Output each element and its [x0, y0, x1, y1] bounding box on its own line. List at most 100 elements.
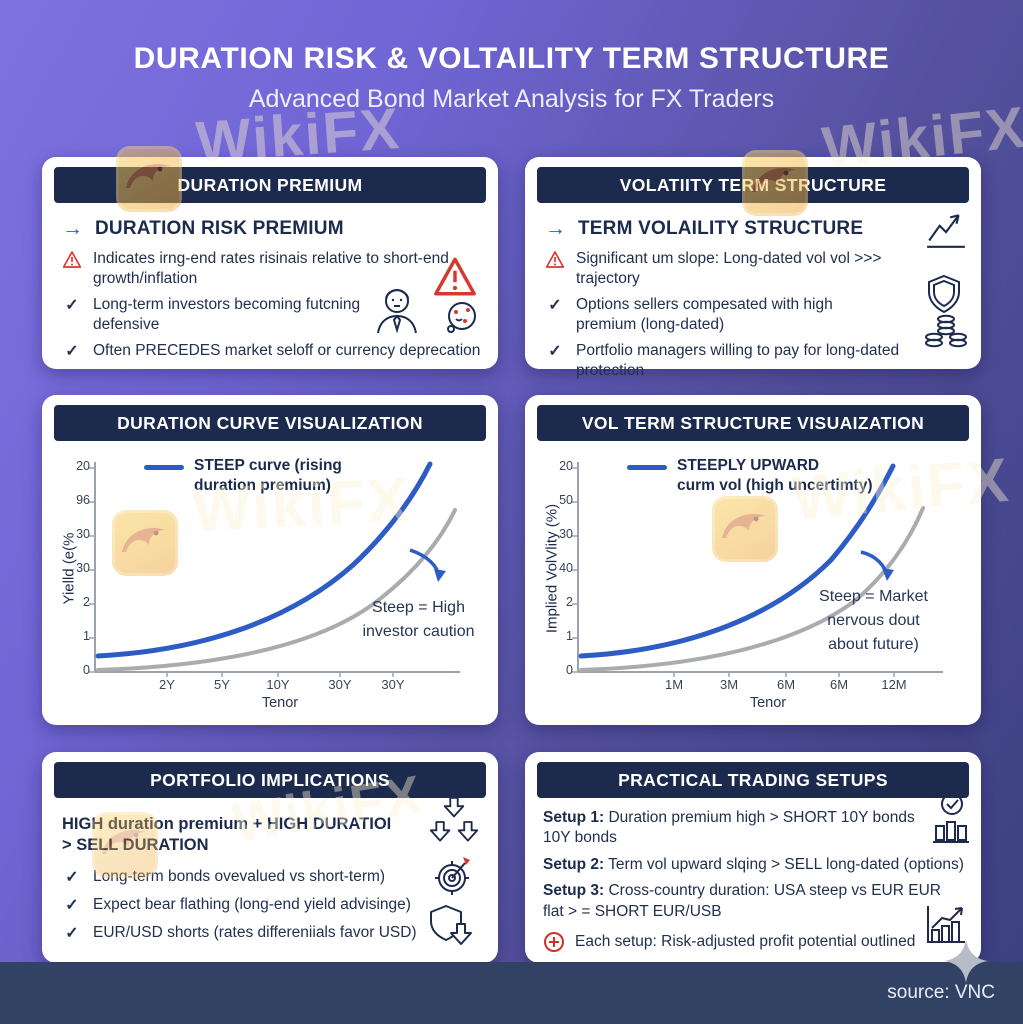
check-icon: ✓	[65, 925, 79, 943]
bullet-text: Expect bear flathing (long-end yield adv…	[93, 896, 411, 914]
y-axis-label: Yielld (e(%	[60, 532, 78, 605]
bullet-text: Indicates irng-end rates risinais relati…	[93, 250, 449, 287]
y-tick: 40	[559, 561, 573, 575]
y-tick: 0	[83, 663, 90, 677]
x-tick: 5Y	[214, 677, 230, 692]
legend-line-swatch	[144, 465, 184, 470]
y-tick: 30	[76, 561, 90, 575]
y-tick: 2	[83, 595, 90, 609]
trend-up-chart-icon	[925, 209, 967, 251]
y-axis-label: Implied VolVlity (%)	[543, 503, 561, 634]
vol-structure-headline: → TERM VOLAILITY STRUCTURE	[545, 217, 969, 241]
legend-line-2: curm vol (high uncertimty)	[677, 477, 873, 495]
shield-icon	[925, 273, 963, 315]
steep-curve	[95, 461, 433, 659]
headline-text: TERM VOLAILITY STRUCTURE	[578, 218, 864, 239]
page-subtitle: Advanced Bond Market Analysis for FX Tra…	[248, 85, 775, 113]
duration-premium-headline: → DURATION RISK PREMIUM	[62, 217, 486, 241]
legend-line-1: STEEP curve (rising	[194, 457, 342, 474]
bullet-text: Often PRECEDES market seloff or currency…	[93, 342, 481, 360]
x-tick: 12M	[881, 677, 907, 692]
y-tick: 2	[566, 595, 573, 609]
x-tick: 10Y	[266, 677, 290, 692]
arrow-right-icon: →	[62, 217, 83, 240]
setup-text: Term vol upward slqing > SELL long-dated…	[604, 855, 964, 873]
legend-line-swatch	[627, 465, 667, 470]
vol-term-structure-chart-card: VOL TERM STRUCTURE VISUAIZATION 2 0 50 30…	[525, 395, 981, 725]
steep-vol-curve	[578, 463, 896, 659]
arrow-right-icon: →	[545, 217, 566, 240]
note-text: Each setup: Risk-adjusted profit potenti…	[575, 933, 916, 951]
y-tick: 50	[559, 493, 573, 507]
x-tick: 30Y	[381, 677, 405, 692]
check-icon: ✓	[65, 868, 79, 886]
setup-label: Setup 2:	[543, 855, 605, 873]
duration-premium-card: DURATION PREMIUM → DURATION RISK PREMIUM…	[42, 157, 498, 369]
plus-circle-icon	[543, 931, 565, 953]
bullet-text: Options sellers compesated with high pre…	[576, 296, 833, 333]
source-credit: source: VNC	[887, 982, 995, 1003]
check-icon: ✓	[65, 297, 79, 315]
bullet-text: Significant um slope: Long-dated vol vol…	[576, 250, 882, 287]
bullet-item: ✓ Expect bear flathing (long-end yield a…	[60, 895, 486, 916]
x-axis-label: Tenor	[261, 695, 299, 711]
warning-icon	[543, 249, 567, 288]
y-tick: 30	[559, 527, 573, 541]
x-tick: 30Y	[328, 677, 352, 692]
shield-down-arrow-icon	[428, 904, 474, 952]
bullet-text: Long-term bonds ovevalued vs short-term)	[93, 867, 386, 885]
headline-text: DURATION RISK PREMIUM	[95, 218, 344, 239]
setup-text: Cross-country duration: USA steep vs EUR…	[543, 882, 941, 920]
setups-note: Each setup: Risk-adjusted profit potenti…	[543, 931, 969, 953]
portfolio-card-title: PORTFOLIO IMPLICATIONS	[54, 762, 486, 798]
warning-triangle-icon	[432, 255, 478, 298]
bullet-text: EUR/USD shorts (rates differeniials favo…	[93, 924, 417, 942]
y-tick: 20	[76, 459, 90, 473]
bullet-text: Long-term investors becoming futcning de…	[93, 296, 361, 333]
vol-structure-card-title: VOLATIITY TERM STRUCTURE	[537, 167, 969, 203]
y-tick: 0	[566, 663, 573, 677]
x-tick: 6M	[829, 677, 849, 692]
bullet-item: ✓ Long-term investors becoming futcning …	[60, 295, 486, 334]
triple-down-arrows-icon	[426, 796, 482, 848]
businessman-icon	[370, 285, 424, 339]
legend-label: STEEPLY UPWARD curm vol (high uncertimty…	[677, 456, 873, 496]
bullet-item: ✓ Portfolio managers willing to pay for …	[543, 341, 969, 380]
legend-line-1: STEEPLY UPWARD	[677, 457, 820, 474]
practical-trading-setups-card: PRACTICAL TRADING SETUPS Setup 1: Durati…	[525, 752, 981, 963]
coins-icon	[923, 309, 969, 351]
duration-curve-chart: 20 96 30 30 2 1 0 2Y 5Y 10Y 30Y 30Y Teno…	[58, 450, 488, 712]
duration-viz-card-title: DURATION CURVE VISUALIZATION	[54, 405, 486, 441]
chart-annotation: Steep = Market nervous dout about future…	[819, 588, 928, 653]
bullet-item: ✓ EUR/USD shorts (rates differeniials fa…	[60, 923, 486, 944]
x-tick: 3M	[719, 677, 739, 692]
volatility-term-structure-card: VOLATIITY TERM STRUCTURE → TERM VOLAILIT…	[525, 157, 981, 379]
duration-premium-card-title: DURATION PREMIUM	[54, 167, 486, 203]
y-tick: 30	[76, 527, 90, 541]
check-icon: ✓	[548, 343, 562, 361]
setup-row: Setup 2: Term vol upward slqing > SELL l…	[543, 855, 969, 875]
bullet-text: Portfolio managers willing to pay for lo…	[576, 342, 900, 379]
setup-label: Setup 3:	[543, 882, 605, 900]
target-dart-icon	[428, 852, 476, 900]
vol-viz-card-title: VOL TERM STRUCTURE VISUAIZATION	[537, 405, 969, 441]
setup-row: Setup 1: Duration premium high > SHORT 1…	[543, 808, 933, 849]
vol-term-plot	[572, 462, 943, 677]
check-icon: ✓	[548, 297, 562, 315]
y-tick: 1	[566, 629, 573, 643]
page-title: DURATION RISK & VOLTAILITY TERM STRUCTUR…	[133, 42, 890, 75]
setups-card-title: PRACTICAL TRADING SETUPS	[537, 762, 969, 798]
setup-row: Setup 3: Cross-country duration: USA ste…	[543, 881, 963, 922]
duration-curve-chart-card: DURATION CURVE VISUALIZATION 20 96 30 30…	[42, 395, 498, 725]
legend-line-2: duration premium)	[194, 477, 331, 495]
bullet-item: Indicates irng-end rates risinais relati…	[60, 249, 486, 288]
bullet-item: ✓ Long-term bonds ovevalued vs short-ter…	[60, 867, 486, 888]
setup-text: Duration premium high > SHORT 10Y bonds …	[543, 809, 915, 847]
bullet-item: ✓ Options sellers compesated with high p…	[543, 295, 969, 334]
legend: STEEP curve (rising duration premium)	[144, 456, 342, 496]
x-tick: 6M	[776, 677, 796, 692]
check-icon: ✓	[65, 343, 79, 361]
check-circle-bars-icon	[921, 792, 971, 848]
bullet-item: Significant um slope: Long-dated vol vol…	[543, 249, 969, 288]
check-icon: ✓	[65, 897, 79, 915]
